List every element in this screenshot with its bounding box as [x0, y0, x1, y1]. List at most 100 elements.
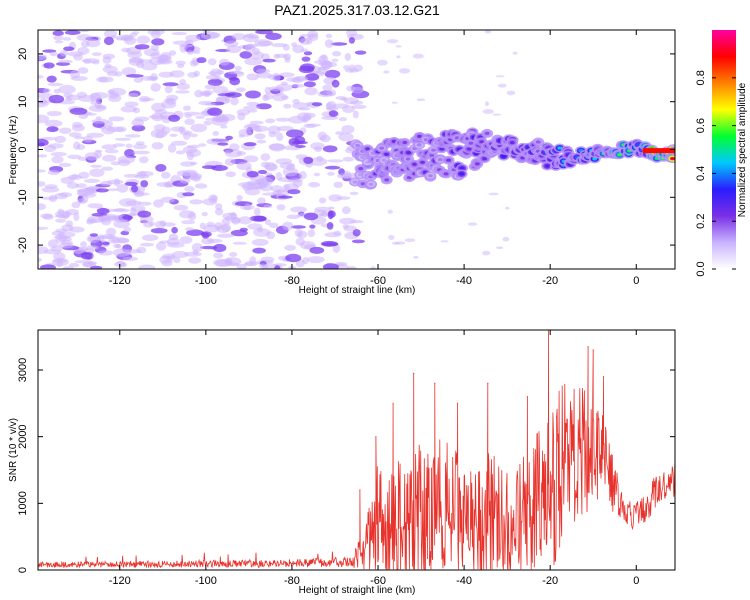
spectrogram-noise-blob [342, 105, 355, 113]
spectrogram-noise-blob [395, 241, 406, 245]
ridge-core [412, 162, 417, 166]
spectrogram-noise-blob [89, 233, 99, 237]
spectrogram-noise-blob [230, 212, 237, 220]
spectrogram-noise-blob [103, 36, 114, 46]
spectrogram-noise-blob [243, 123, 259, 130]
spectrogram-noise-blob [322, 84, 333, 92]
spectrogram-noise-blob [238, 128, 252, 137]
spectrogram-noise-blob [352, 229, 361, 237]
snr-x-ticks: -120 -100 -80 -60 -40 -20 0 [109, 330, 639, 587]
ridge-core [482, 157, 487, 161]
spectrogram-noise-blob [38, 138, 49, 147]
spectrogram-noise-blob [86, 39, 101, 48]
spectrogram-noise-blob [276, 125, 294, 132]
spectrogram-noise-blob [324, 39, 334, 48]
spectrogram-noise-blob [38, 53, 47, 61]
snr-peak-point [375, 436, 377, 438]
spectrogram-noise-blob [265, 163, 278, 172]
spectrogram-noise-blob [140, 180, 149, 188]
spectrogram-noise-blob [40, 213, 53, 219]
spectrogram-noise-blob [138, 95, 151, 103]
spectrogram-x-label: Height of straight line (km) [299, 285, 416, 296]
spectrogram-noise-blob [99, 180, 113, 187]
spectrogram-noise-blob [47, 82, 64, 87]
ridge-core [544, 164, 550, 168]
spectrogram-y-ticks: -20 -10 0 10 20 [17, 48, 675, 253]
ridge-core [437, 158, 443, 162]
spectrogram-noise-blob [67, 154, 82, 159]
spectrogram-noise-blob [82, 135, 94, 143]
spectrogram-noise-blob [168, 233, 179, 241]
spectrogram-noise-blob [249, 215, 267, 222]
spectrogram-noise-blob [249, 120, 264, 125]
spectrogram-noise-blob [319, 197, 327, 204]
spectrogram-noise-blob [38, 203, 46, 211]
spectrogram-noise-blob [273, 53, 281, 59]
spectrogram-noise-blob [326, 222, 334, 230]
spectrogram-noise-blob [338, 132, 354, 142]
spectrogram-noise-blob [121, 34, 134, 42]
spectrogram-noise-blob [388, 235, 395, 240]
spectrogram-noise-blob [136, 35, 150, 44]
spectrogram-noise-blob [339, 217, 356, 225]
snr-line [38, 330, 675, 570]
spectrogram-noise-blob [413, 255, 419, 259]
colorbar-tick-label: 0.8 [695, 70, 707, 85]
spectrogram-noise-blob [133, 77, 144, 83]
spectrogram-noise-blob [44, 184, 58, 189]
ridge-core [459, 172, 464, 176]
spectrogram-noise-blob [53, 35, 64, 41]
spectrogram-noise-blob [58, 127, 72, 134]
spectrogram-noise-blob [346, 30, 357, 37]
spectrogram-noise-blob [43, 88, 51, 93]
spectrogram-noise-blob [286, 77, 301, 82]
snr-y-tick-label: 1000 [17, 491, 29, 515]
spectrogram-noise-blob [314, 206, 332, 212]
spectrogram-noise-blob [55, 218, 66, 223]
spectrogram-noise-blob [343, 170, 351, 179]
spectrogram-noise-blob [252, 247, 266, 254]
spectrogram-noise-blob [327, 210, 334, 220]
spectrogram-noise-blob [53, 88, 61, 94]
spectrogram-noise-blob [78, 30, 90, 33]
spectrogram-noise-blob [254, 39, 272, 47]
spectrogram-noise-blob [166, 237, 181, 246]
spectrogram-noise-blob [47, 239, 59, 248]
spectrogram-noise-blob [104, 63, 112, 69]
spectrogram-noise-blob [77, 67, 89, 74]
ridge-core [384, 178, 390, 182]
ridge-core [405, 157, 411, 161]
spectrogram-noise-blob [50, 152, 67, 157]
ridge-core [501, 154, 506, 158]
spectrogram-noise-blob [287, 178, 303, 183]
snr-y-label: SNR (10 * v/v) [8, 418, 19, 482]
spectrogram-y-tick-label: -10 [17, 189, 29, 205]
spectrogram-noise-blob [150, 83, 161, 92]
spectrogram-noise-blob [184, 113, 192, 118]
spectrogram-noise-blob [175, 90, 190, 94]
spectrogram-noise-blob [124, 101, 139, 107]
spectrogram-noise-blob [104, 149, 119, 154]
spectrogram-noise-blob [47, 169, 60, 176]
spectrogram-noise-blob [216, 224, 230, 234]
spectrogram-noise-blob [115, 244, 122, 249]
colorbar-tick-label: 0.4 [695, 166, 707, 181]
spectrogram-noise-blob [238, 216, 252, 225]
snr-y-tick-label: 2000 [17, 424, 29, 448]
spectrogram-noise-blob [91, 118, 109, 124]
spectrogram-noise-blob [65, 97, 72, 102]
ridge-core [443, 172, 449, 176]
spectrogram-noise-blob [86, 245, 99, 251]
spectrogram-noise-blob [121, 47, 132, 53]
spectrogram-noise-blob [185, 34, 201, 42]
spectrogram-noise-blob [178, 210, 195, 219]
spectrogram-noise-blob [39, 98, 47, 105]
spectrogram-noise-blob [295, 145, 306, 148]
spectrogram-noise-blob [256, 68, 270, 74]
spectrogram-noise-blob [212, 131, 219, 136]
spectrogram-noise-blob [386, 39, 399, 44]
snr-x-tick-label: -40 [456, 575, 472, 587]
spectrogram-noise-blob [153, 199, 164, 208]
spectrogram-noise-blob [143, 222, 154, 228]
spectrogram-noise-blob [178, 126, 186, 133]
